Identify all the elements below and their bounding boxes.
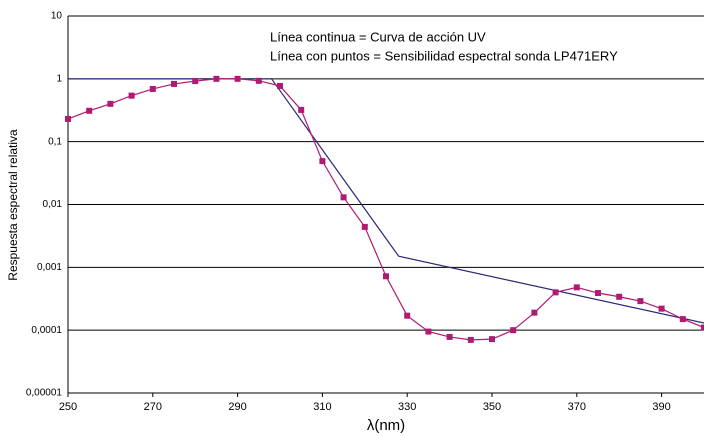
series-line [68,78,704,324]
marker [573,284,580,291]
x-tick-label: 350 [483,401,501,413]
y-tick-label: 0,001 [37,262,62,273]
marker [340,194,347,201]
x-tick-label: 310 [313,401,331,413]
marker [531,309,538,316]
marker [425,328,432,335]
marker [255,77,262,84]
marker [107,100,114,107]
marker [510,327,517,334]
y-tick-label: 0,1 [48,136,62,147]
marker [65,115,71,122]
y-tick-label: 1 [56,73,62,84]
marker [658,305,665,312]
marker [616,293,623,300]
x-tick-label: 290 [228,401,246,413]
y-tick-label: 0,01 [43,199,63,210]
annotation: Línea con puntos = Sensibilidad espectra… [270,48,618,63]
x-tick-label: 370 [568,401,586,413]
annotation: Línea continua = Curva de acción UV [270,29,486,44]
x-tick-label: 330 [398,401,416,413]
x-tick-label: 250 [59,401,77,413]
x-tick-label: 390 [652,401,670,413]
marker [383,273,389,280]
marker [552,289,559,296]
marker [595,290,601,297]
marker [467,336,474,343]
y-tick-label: 10 [51,11,63,22]
marker [361,223,368,230]
marker [679,316,686,323]
y-tick-label: 0,00001 [26,388,63,399]
marker [171,80,177,87]
y-axis-label: Respuesta espectral relativa [6,129,20,281]
marker [446,333,453,340]
marker [489,336,495,343]
marker [319,158,326,165]
y-tick-label: 0,0001 [31,325,62,336]
marker [701,324,704,331]
marker [86,107,93,114]
marker [277,82,283,89]
marker [637,298,644,305]
marker [149,85,156,92]
marker [404,312,411,319]
marker [234,75,241,82]
series-line [67,78,704,341]
marker [213,75,220,82]
marker [128,92,135,99]
marker [298,106,305,113]
x-axis-label: λ(nm) [367,417,405,434]
marker [192,78,199,85]
x-tick-label: 270 [144,401,162,413]
